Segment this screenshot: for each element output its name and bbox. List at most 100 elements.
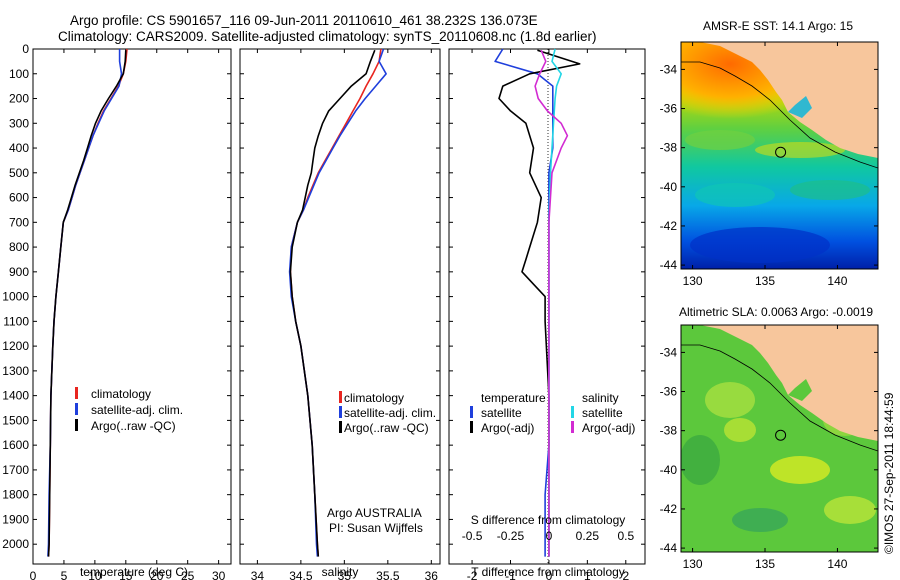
depth-tick-label: 0 xyxy=(22,42,29,56)
difference-legend: temperature salinity satellite Argo(-adj… xyxy=(470,391,635,435)
x-tick-label: 34 xyxy=(251,569,265,580)
legend-header-salinity: salinity xyxy=(582,391,619,405)
depth-tick-label: 700 xyxy=(9,215,29,229)
depth-tick-label: 600 xyxy=(9,191,29,205)
series-line-climatology xyxy=(289,48,382,557)
depth-tick-label: 100 xyxy=(9,67,29,81)
x-tick-label: 34.5 xyxy=(289,569,313,580)
legend-swatch-t-argo xyxy=(470,421,473,433)
depth-tick-label: 1300 xyxy=(2,364,29,378)
lat-tick-label: -40 xyxy=(660,180,678,194)
land-mask xyxy=(700,42,878,158)
sla-map-title: Altimetric SLA: 0.0063 Argo: -0.0019 xyxy=(679,305,873,319)
x-tick-label: 0 xyxy=(30,569,37,580)
legend-swatch-s-satellite xyxy=(571,406,574,418)
sst-heatmap xyxy=(681,42,878,269)
header-line-2: Climatology: CARS2009. Satellite-adjuste… xyxy=(58,29,597,44)
land-mask xyxy=(700,325,878,441)
depth-tick-label: 800 xyxy=(9,240,29,254)
series-line-argo-raw-qc- xyxy=(289,49,376,557)
argo-float-marker xyxy=(775,429,787,441)
argo-float-marker xyxy=(775,146,787,158)
legend-label: climatology xyxy=(91,387,151,401)
lat-tick-label: -40 xyxy=(660,463,678,477)
s-tick-label: 0.25 xyxy=(576,529,600,543)
lat-tick-label: -34 xyxy=(660,345,678,359)
legend-label: satellite xyxy=(582,406,623,420)
salinity-plot-frame xyxy=(239,48,441,565)
legend-label: Argo(-adj) xyxy=(582,421,635,435)
depth-tick-label: 900 xyxy=(9,265,29,279)
legend-swatch-satellite xyxy=(75,403,78,415)
coastal-gulf xyxy=(788,379,812,401)
salinity-difference-tick-labels: -0.5 -0.25 0 0.25 0.5 xyxy=(462,529,635,543)
lon-tick-label: 140 xyxy=(827,274,847,288)
lon-tick-label: 130 xyxy=(683,557,703,571)
depth-tick-label: 1700 xyxy=(2,463,29,477)
temperature-series xyxy=(47,48,128,557)
lat-tick-label: -34 xyxy=(660,62,678,76)
legend-swatch-t-satellite xyxy=(470,406,473,418)
depth-tick-label: 1500 xyxy=(2,413,29,427)
legend-label: satellite xyxy=(481,406,522,420)
salinity-depth-ticks xyxy=(240,48,440,545)
x-tick-label: 1 xyxy=(584,569,591,580)
salinity-panel: 34 34.5 35 35.5 36 salinity climatology sate… xyxy=(239,48,441,580)
legend-swatch-s-argo xyxy=(571,421,574,433)
lat-tick-label: -38 xyxy=(660,141,678,155)
x-tick-label: 15 xyxy=(119,569,133,580)
x-tick-label: 35.5 xyxy=(376,569,400,580)
x-tick-label: 20 xyxy=(150,569,164,580)
sst-map-title: AMSR-E SST: 14.1 Argo: 15 xyxy=(703,19,853,33)
x-tick-label: 35 xyxy=(338,569,352,580)
lat-tick-label: -42 xyxy=(660,219,678,233)
legend-swatch-argo xyxy=(339,421,342,433)
difference-x-axis: -2 -1 0 1 2 xyxy=(467,49,629,580)
x-tick-label: 10 xyxy=(88,569,102,580)
temperature-panel: 0100200300400500600700800900100011001200… xyxy=(2,42,232,580)
salinity-series xyxy=(288,48,387,557)
depth-tick-label: 1000 xyxy=(2,290,29,304)
t-difference-label: T difference from climatology xyxy=(471,565,625,579)
depth-tick-label: 1400 xyxy=(2,389,29,403)
difference-depth-ticks xyxy=(449,48,645,545)
depth-tick-label: 1600 xyxy=(2,438,29,452)
salinity-x-label: salinity xyxy=(322,565,359,579)
depth-tick-label: 2000 xyxy=(2,537,29,551)
x-tick-label: -2 xyxy=(467,569,478,580)
depth-tick-label: 200 xyxy=(9,92,29,106)
lat-tick-label: -42 xyxy=(660,502,678,516)
difference-plot-frame xyxy=(448,48,646,565)
legend-label: Argo(..raw -QC) xyxy=(344,421,429,435)
x-tick-label: 2 xyxy=(622,569,629,580)
depth-tick-label: 1800 xyxy=(2,488,29,502)
lat-tick-label: -44 xyxy=(660,258,678,272)
legend-swatch-climatology xyxy=(339,391,342,403)
depth-tick-label: 1900 xyxy=(2,512,29,526)
depth-tick-label: 1200 xyxy=(2,339,29,353)
pi-name-label: PI: Susan Wijffels xyxy=(329,521,423,535)
imos-timestamp: ©IMOS 27-Sep-2011 18:44:59 xyxy=(882,392,896,554)
lat-tick-label: -36 xyxy=(660,385,678,399)
s-tick-label: 0.5 xyxy=(617,529,634,543)
series-line-salinity-argo-adj- xyxy=(534,49,569,557)
s-tick-label: 0 xyxy=(546,529,553,543)
s-tick-label: -0.5 xyxy=(462,529,483,543)
difference-panel: -2 -1 0 1 2 temperature salinity satellite A… xyxy=(448,48,646,580)
sla-heatmap xyxy=(681,325,878,552)
temperature-x-axis: 0 5 10 15 20 25 30 xyxy=(30,49,226,580)
sst-map-panel: AMSR-E SST: 14.1 Argo: 15 130 135 140 -34 -3… xyxy=(660,19,879,288)
series-line-argo-raw-qc- xyxy=(47,50,127,557)
depth-tick-label: 300 xyxy=(9,116,29,130)
legend-swatch-argo xyxy=(75,419,78,431)
legend-label: satellite-adj. clim. xyxy=(91,403,183,417)
x-tick-label: 0 xyxy=(546,569,553,580)
lon-tick-label: 140 xyxy=(827,557,847,571)
x-tick-label: 36 xyxy=(425,569,439,580)
legend-swatch-satellite xyxy=(339,406,342,418)
x-tick-label: 30 xyxy=(212,569,226,580)
difference-series xyxy=(494,48,581,557)
legend-header-temperature: temperature xyxy=(481,391,546,405)
